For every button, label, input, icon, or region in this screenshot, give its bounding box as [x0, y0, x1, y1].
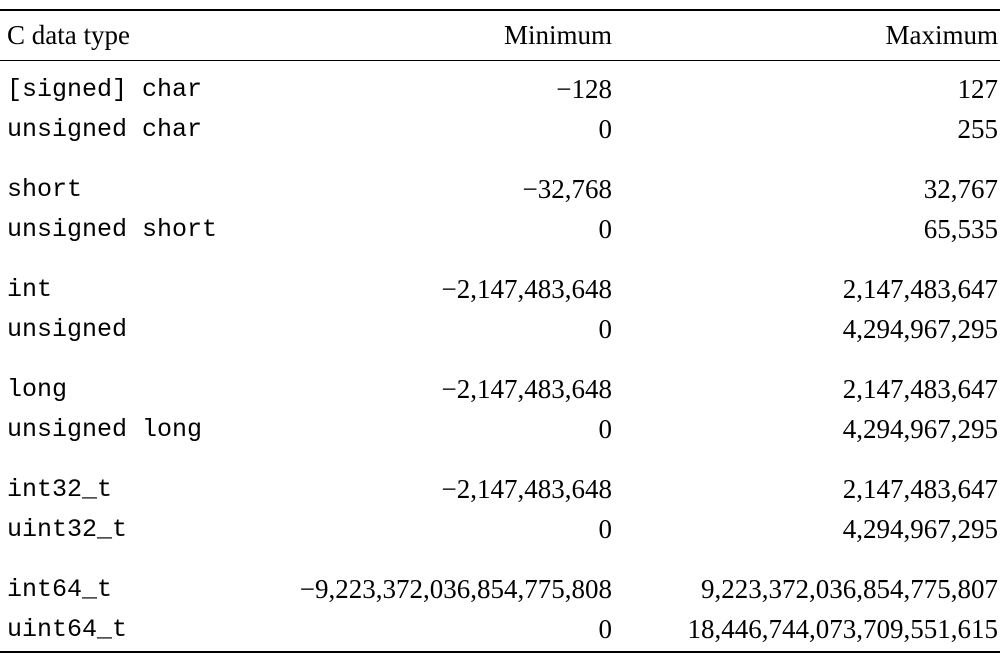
cell-maximum: 4,294,967,295	[842, 313, 998, 344]
cell-minimum: −128	[556, 73, 612, 104]
table-row: unsigned 0 4,294,967,295	[0, 309, 1000, 349]
cell-minimum: 0	[598, 113, 613, 144]
cell-maximum: 32,767	[923, 173, 998, 204]
cell-maximum: 2,147,483,647	[842, 273, 998, 304]
cell-c-data-type: uint64_t	[7, 614, 128, 644]
cell-maximum: 255	[957, 113, 999, 144]
table-row: short −32,768 32,767	[0, 169, 1000, 209]
table-body: [signed] char −128 127 unsigned char 0 255 sho…	[0, 69, 1000, 649]
cell-minimum: −32,768	[522, 173, 612, 204]
table-top-rule	[0, 9, 1000, 11]
table-row: uint32_t 0 4,294,967,295	[0, 509, 1000, 549]
table-row-group: short −32,768 32,767 unsigned short 0 65,535	[0, 169, 1000, 249]
cell-c-data-type: [signed] char	[7, 74, 203, 104]
table-row: [signed] char −128 127	[0, 69, 1000, 109]
table-row-group: long −2,147,483,648 2,147,483,647 unsigned …	[0, 369, 1000, 449]
cell-c-data-type: int	[7, 274, 53, 304]
cell-minimum: 0	[598, 313, 613, 344]
cell-minimum: −2,147,483,648	[441, 273, 612, 304]
cell-c-data-type: unsigned char	[7, 114, 203, 144]
table-row-group: int −2,147,483,648 2,147,483,647 unsigned 0 4…	[0, 269, 1000, 349]
cell-minimum: −2,147,483,648	[441, 373, 612, 404]
table-row: int64_t −9,223,372,036,854,775,808 9,223,3…	[0, 569, 1000, 609]
cell-c-data-type: int32_t	[7, 474, 113, 504]
cell-c-data-type: unsigned long	[7, 414, 203, 444]
cell-minimum: −2,147,483,648	[441, 473, 612, 504]
cell-maximum: 127	[957, 73, 999, 104]
cell-minimum: 0	[598, 413, 613, 444]
cell-maximum: 4,294,967,295	[842, 413, 998, 444]
cell-c-data-type: unsigned	[7, 314, 128, 344]
cell-maximum: 65,535	[923, 213, 998, 244]
table-row: long −2,147,483,648 2,147,483,647	[0, 369, 1000, 409]
cell-maximum: 2,147,483,647	[842, 373, 998, 404]
header-c-data-type: C data type	[7, 20, 130, 50]
table-row: int −2,147,483,648 2,147,483,647	[0, 269, 1000, 309]
table-row: unsigned short 0 65,535	[0, 209, 1000, 249]
cell-maximum: 18,446,744,073,709,551,615	[687, 613, 999, 644]
cell-minimum: −9,223,372,036,854,775,808	[299, 573, 612, 604]
cell-c-data-type: long	[7, 374, 68, 404]
table-header-row: C data type Minimum Maximum	[0, 11, 1000, 60]
cell-c-data-type: int64_t	[7, 574, 113, 604]
cell-c-data-type: unsigned short	[7, 214, 218, 244]
cell-minimum: 0	[598, 213, 613, 244]
table-header-rule	[0, 60, 1000, 61]
header-minimum: Minimum	[503, 20, 612, 50]
cell-minimum: 0	[598, 513, 613, 544]
cell-maximum: 9,223,372,036,854,775,807	[701, 573, 998, 604]
header-maximum: Maximum	[885, 20, 999, 50]
table-row: unsigned long 0 4,294,967,295	[0, 409, 1000, 449]
table-row: uint64_t 0 18,446,744,073,709,551,615	[0, 609, 1000, 649]
table-row: unsigned char 0 255	[0, 109, 1000, 149]
cell-c-data-type: short	[7, 174, 83, 204]
table-row-group: [signed] char −128 127 unsigned char 0 255	[0, 69, 1000, 149]
table-row-group: int32_t −2,147,483,648 2,147,483,647 uint32…	[0, 469, 1000, 549]
cell-minimum: 0	[598, 613, 613, 644]
data-type-range-table: C data type Minimum Maximum [signed] cha…	[0, 9, 1000, 653]
cell-maximum: 4,294,967,295	[842, 513, 998, 544]
table-row: int32_t −2,147,483,648 2,147,483,647	[0, 469, 1000, 509]
cell-c-data-type: uint32_t	[7, 514, 128, 544]
cell-maximum: 2,147,483,647	[842, 473, 998, 504]
table-row-group: int64_t −9,223,372,036,854,775,808 9,223,3…	[0, 569, 1000, 649]
